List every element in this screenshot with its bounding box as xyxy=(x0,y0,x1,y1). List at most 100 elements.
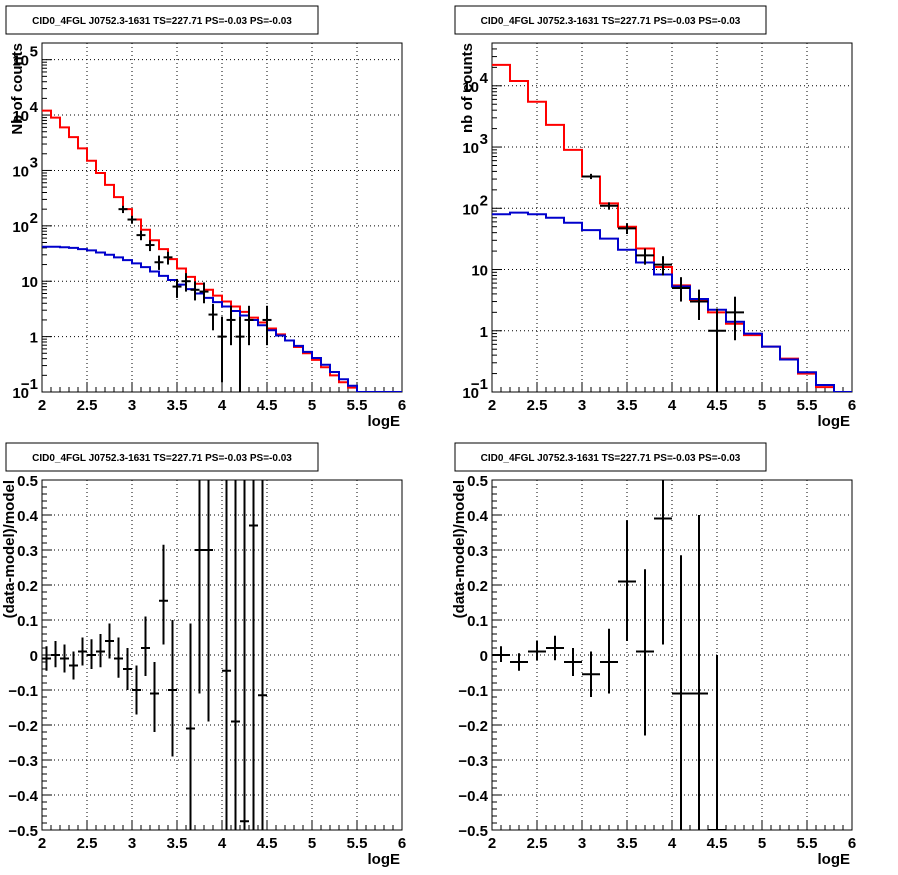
data-point xyxy=(217,316,227,383)
y-tick-label: 0.4 xyxy=(17,508,39,525)
x-tick-label: 3.5 xyxy=(167,397,188,414)
y-tick-label: 0 xyxy=(30,648,38,665)
x-tick-label: 5 xyxy=(308,835,316,852)
y-tick-label: 10 xyxy=(12,108,29,125)
data-point xyxy=(186,623,195,830)
data-point xyxy=(168,620,177,757)
y-tick-exponent: 2 xyxy=(480,192,488,209)
x-tick-label: 2.5 xyxy=(527,835,548,852)
data-point xyxy=(163,251,173,265)
x-tick-label: 2.5 xyxy=(77,835,98,852)
data-point xyxy=(181,273,191,292)
x-tick-label: 4 xyxy=(668,835,677,852)
x-tick-label: 3.5 xyxy=(617,397,638,414)
x-tick-label: 3 xyxy=(128,397,136,414)
y-tick-label: 10 xyxy=(12,53,29,70)
y-tick-label: 10 xyxy=(462,140,479,157)
data-point xyxy=(150,662,159,732)
y-tick-label: 0.2 xyxy=(467,578,488,595)
model-step-line-2 xyxy=(42,245,402,392)
data-point xyxy=(118,205,128,214)
x-tick-label: 6 xyxy=(398,397,406,414)
y-tick-label: 0 xyxy=(480,648,488,665)
x-tick-label: 4 xyxy=(218,835,227,852)
chart-panel-1: CID0_4FGL J0752.3-1631 TS=227.71 PS=-0.0… xyxy=(5,5,406,430)
data-point xyxy=(249,480,258,830)
y-tick-label: 1 xyxy=(480,324,488,341)
x-tick-label: 2.5 xyxy=(527,397,548,414)
y-axis-label: nb of counts xyxy=(459,43,476,133)
y-tick-label: 0.5 xyxy=(467,473,488,490)
data-point xyxy=(600,628,618,694)
y-tick-label: 0.3 xyxy=(467,543,488,560)
x-tick-label: 5.5 xyxy=(797,397,818,414)
x-tick-label: 3.5 xyxy=(617,835,638,852)
data-point xyxy=(726,296,744,341)
x-axis-label: logE xyxy=(818,413,851,430)
model-step-line-2 xyxy=(492,211,852,392)
data-point xyxy=(51,641,60,668)
x-tick-label: 3 xyxy=(578,397,586,414)
data-point xyxy=(564,648,582,676)
x-tick-label: 4.5 xyxy=(707,397,728,414)
y-tick-label: −0.1 xyxy=(458,683,488,700)
x-tick-label: 6 xyxy=(848,835,856,852)
y-axis-label: (data-model)/model xyxy=(451,480,468,618)
y-tick-exponent: −1 xyxy=(21,376,38,393)
x-tick-label: 2 xyxy=(488,835,496,852)
data-point xyxy=(127,215,137,224)
y-tick-exponent: 3 xyxy=(480,131,488,148)
x-tick-label: 3 xyxy=(128,835,136,852)
chart-panel-3: CID0_4FGL J0752.3-1631 TS=227.71 PS=-0.0… xyxy=(1,442,406,868)
data-point xyxy=(159,544,168,645)
data-point xyxy=(141,616,150,676)
y-tick-label: 0.2 xyxy=(17,578,38,595)
title-box xyxy=(454,5,767,35)
model-step-line-1 xyxy=(42,109,402,392)
y-tick-label: −0.4 xyxy=(8,788,38,805)
series-group xyxy=(492,480,726,830)
data-point xyxy=(582,651,600,697)
x-tick-label: 2 xyxy=(38,835,46,852)
y-tick-exponent: 2 xyxy=(30,210,38,227)
y-tick-label: 0.4 xyxy=(467,508,489,525)
y-axis-label: (data-model)/model xyxy=(1,480,18,618)
y-tick-label: 10 xyxy=(462,201,479,218)
data-point xyxy=(145,240,155,252)
x-tick-label: 6 xyxy=(848,397,856,414)
title-box xyxy=(5,442,319,472)
data-point xyxy=(582,173,600,180)
x-tick-label: 5 xyxy=(758,835,766,852)
y-tick-label: −0.1 xyxy=(8,683,38,700)
x-tick-label: 4 xyxy=(668,397,677,414)
x-axis-label: logE xyxy=(368,413,401,430)
x-tick-label: 4.5 xyxy=(257,835,278,852)
x-tick-label: 4 xyxy=(218,397,227,414)
x-tick-label: 5.5 xyxy=(347,835,368,852)
y-tick-label: 0.1 xyxy=(467,613,488,630)
data-point xyxy=(114,637,123,678)
data-point xyxy=(235,316,245,392)
data-point xyxy=(136,230,146,241)
data-point xyxy=(123,648,132,690)
data-point xyxy=(226,305,236,346)
x-tick-label: 2.5 xyxy=(77,397,98,414)
chart-title: CID0_4FGL J0752.3-1631 TS=227.71 PS=-0.0… xyxy=(481,453,741,464)
data-point xyxy=(96,634,105,668)
title-box xyxy=(454,442,767,472)
y-tick-label: −0.5 xyxy=(458,823,488,840)
chart-title: CID0_4FGL J0752.3-1631 TS=227.71 PS=-0.0… xyxy=(32,16,292,27)
data-point xyxy=(172,278,182,298)
data-point xyxy=(672,277,690,302)
data-point xyxy=(199,282,209,304)
y-tick-label: 10 xyxy=(12,163,29,180)
data-point xyxy=(69,651,78,680)
y-axis-label: Nb of counts xyxy=(9,43,26,135)
x-tick-label: 4.5 xyxy=(257,397,278,414)
data-point xyxy=(204,480,213,722)
data-point xyxy=(60,644,69,673)
data-point xyxy=(636,569,654,736)
y-tick-label: 10 xyxy=(12,219,29,236)
data-point xyxy=(195,480,204,694)
